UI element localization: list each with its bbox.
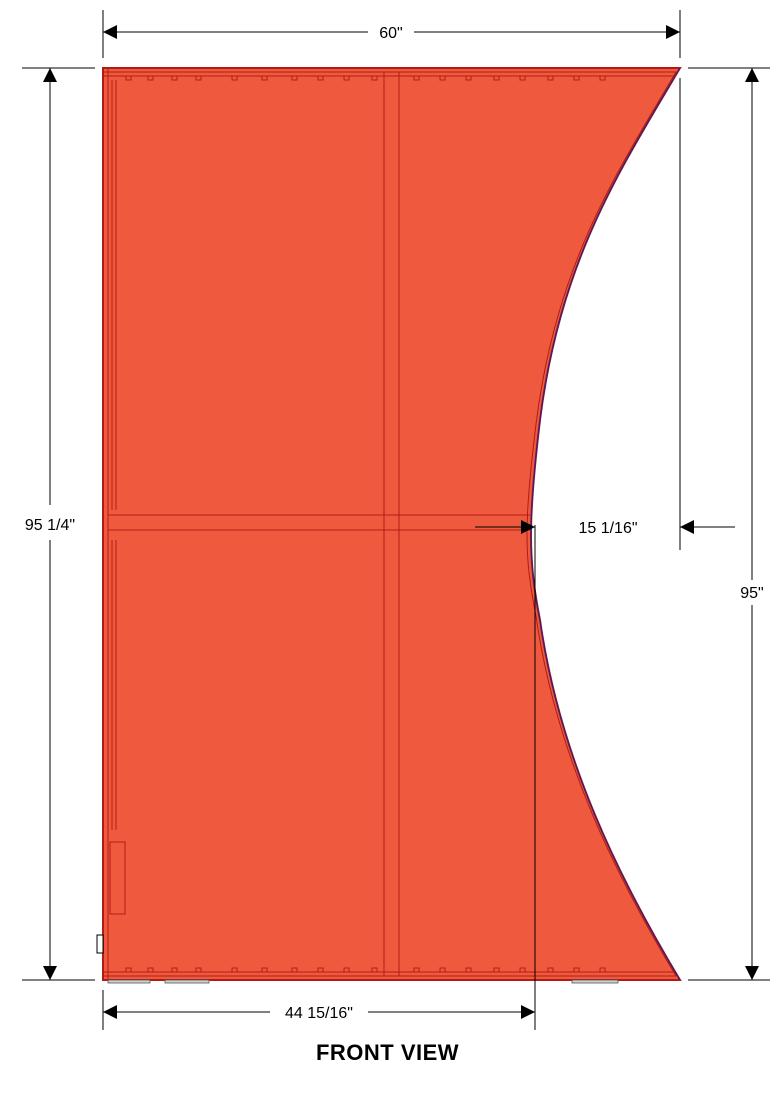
view-caption: FRONT VIEW (315, 1040, 460, 1065)
dimension-overall-width-label: 60" (379, 25, 402, 42)
extension-lines (22, 10, 770, 1030)
front-view-drawing: 60" 95 1/4" 95" 15 1/16" 44 15/16" (22, 10, 770, 1030)
dimension-right-height: 95" (740, 68, 764, 980)
lower-left-bracket (109, 841, 126, 915)
dimension-left-height: 95 1/4" (25, 68, 75, 980)
top-fasteners (125, 75, 606, 81)
curved-edge-trim (530, 67, 681, 981)
dimension-curve-depth-label: 15 1/16" (578, 520, 637, 537)
foot-right (571, 979, 619, 984)
panel (96, 67, 682, 984)
dimension-overall-width: 60" (103, 25, 680, 42)
dimension-bottom-width: 44 15/16" (103, 1005, 535, 1022)
foot-center-left (164, 979, 210, 984)
foot-left (107, 979, 151, 984)
dimension-bottom-width-label: 44 15/16" (285, 1005, 353, 1022)
bottom-fasteners (125, 967, 606, 973)
dimension-left-height-label: 95 1/4" (25, 517, 75, 534)
hinge-tab (96, 934, 104, 954)
dimension-curve-depth: 15 1/16" (475, 520, 735, 537)
dimension-right-height-label: 95" (740, 585, 763, 602)
